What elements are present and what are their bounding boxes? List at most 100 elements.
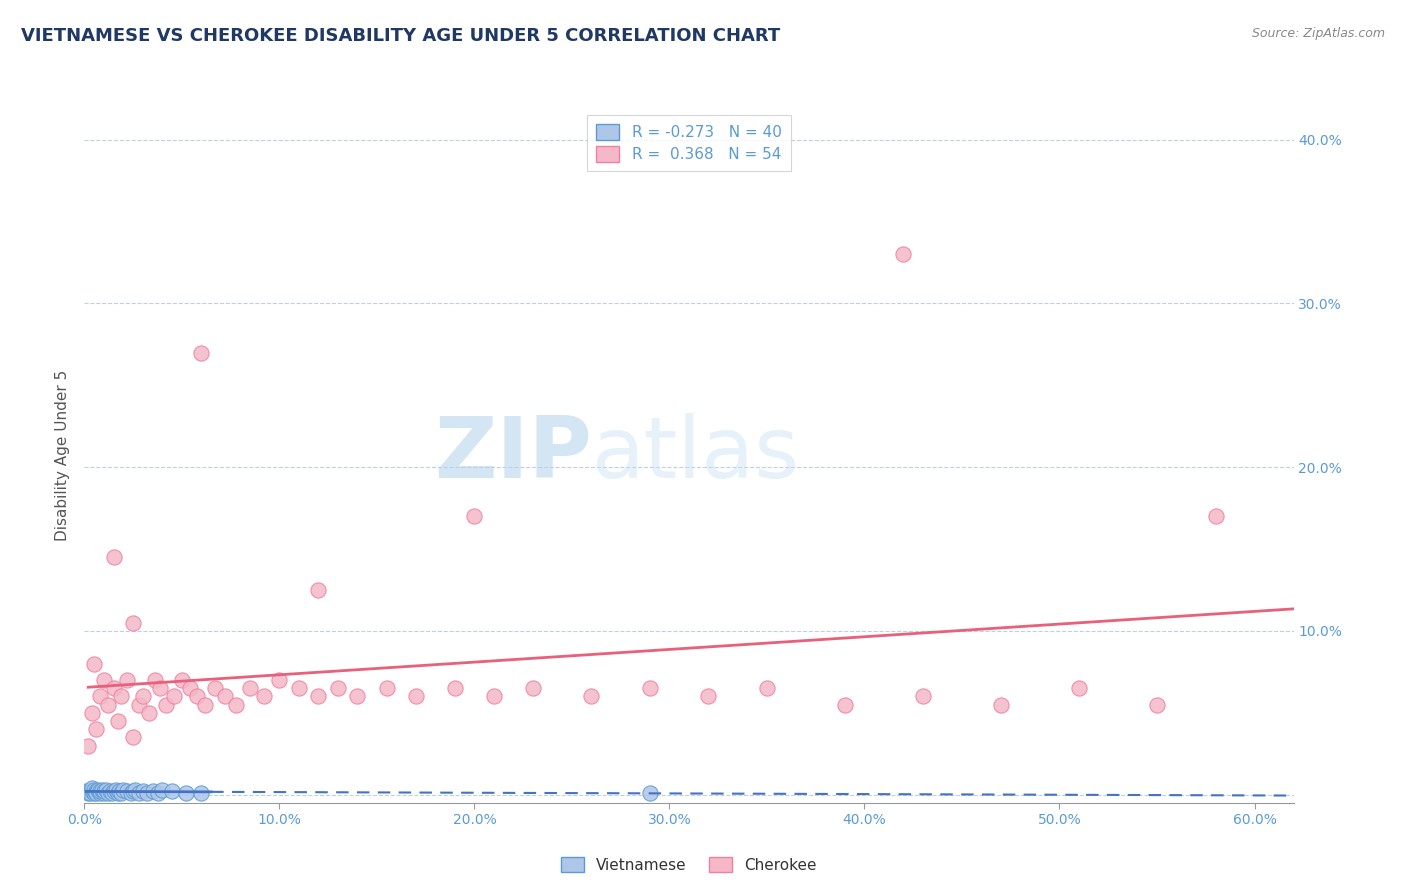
Point (834, 698, 856, 712)
Point (482, 690, 505, 704)
Point (638, 786, 661, 800)
Point (107, 714, 129, 728)
Point (697, 690, 720, 704)
Point (89, 690, 111, 704)
Point (893, 247, 915, 261)
Point (186, 690, 208, 704)
Point (1205, 509, 1227, 524)
Point (239, 681, 262, 696)
Point (122, 784, 145, 798)
Point (143, 673, 166, 687)
Point (326, 681, 349, 696)
Text: VIETNAMESE VS CHEROKEE DISABILITY AGE UNDER 5 CORRELATION CHART: VIETNAMESE VS CHEROKEE DISABILITY AGE UN… (21, 27, 780, 45)
Point (79, 782, 101, 797)
Point (103, 784, 125, 798)
Point (179, 681, 201, 696)
Point (581, 690, 603, 704)
Point (82, 784, 104, 798)
Point (122, 731, 145, 745)
Point (79, 786, 101, 800)
Point (104, 782, 127, 797)
Point (110, 786, 132, 800)
Point (77, 739, 100, 753)
Point (444, 681, 467, 696)
Point (638, 681, 661, 696)
Point (120, 786, 142, 800)
Point (117, 784, 139, 798)
Point (346, 690, 368, 704)
Point (103, 550, 125, 565)
Point (122, 615, 145, 630)
Point (149, 681, 172, 696)
Point (150, 782, 173, 797)
Point (194, 698, 217, 712)
Point (911, 690, 934, 704)
Point (463, 509, 485, 524)
Point (108, 784, 131, 798)
Point (170, 673, 193, 687)
Point (83, 786, 105, 800)
Point (84, 722, 107, 736)
Point (522, 681, 544, 696)
Point (75, 784, 97, 798)
Point (89, 784, 111, 798)
Point (214, 690, 236, 704)
Point (163, 690, 186, 704)
Point (128, 698, 150, 712)
Point (87, 782, 110, 797)
Point (100, 786, 122, 800)
Point (84, 786, 107, 800)
Point (132, 784, 155, 798)
Point (1067, 681, 1090, 696)
Point (77, 786, 100, 800)
Point (94, 782, 117, 797)
Point (755, 681, 778, 696)
Point (135, 786, 157, 800)
Point (82, 706, 104, 720)
Point (174, 786, 197, 800)
Point (155, 698, 177, 712)
Point (288, 681, 311, 696)
Point (990, 698, 1012, 712)
Point (253, 690, 276, 704)
Point (132, 690, 155, 704)
Point (93, 673, 115, 687)
Point (93, 784, 115, 798)
Point (128, 786, 150, 800)
Point (190, 786, 212, 800)
Point (97, 786, 120, 800)
Point (1146, 698, 1168, 712)
Point (112, 782, 135, 797)
Point (138, 706, 160, 720)
Text: ZIP: ZIP (434, 413, 592, 497)
Point (204, 681, 226, 696)
Point (307, 582, 329, 597)
Text: atlas: atlas (592, 413, 800, 497)
Point (83, 782, 105, 797)
Point (83, 657, 105, 671)
Point (107, 786, 129, 800)
Text: Source: ZipAtlas.com: Source: ZipAtlas.com (1251, 27, 1385, 40)
Point (84, 784, 107, 798)
Y-axis label: Disability Age Under 5: Disability Age Under 5 (55, 369, 70, 541)
Point (89, 786, 111, 800)
Point (93, 786, 115, 800)
Point (190, 345, 212, 359)
Point (405, 690, 427, 704)
Point (110, 690, 132, 704)
Point (103, 681, 125, 696)
Point (225, 698, 247, 712)
Point (307, 690, 329, 704)
Point (142, 784, 165, 798)
Point (98, 784, 121, 798)
Point (82, 780, 104, 795)
Point (148, 786, 170, 800)
Point (124, 782, 146, 797)
Point (117, 673, 139, 687)
Point (97, 698, 120, 712)
Point (269, 673, 291, 687)
Point (375, 681, 398, 696)
Legend: Vietnamese, Cherokee: Vietnamese, Cherokee (555, 850, 823, 879)
Point (90, 782, 112, 797)
Point (160, 784, 183, 798)
